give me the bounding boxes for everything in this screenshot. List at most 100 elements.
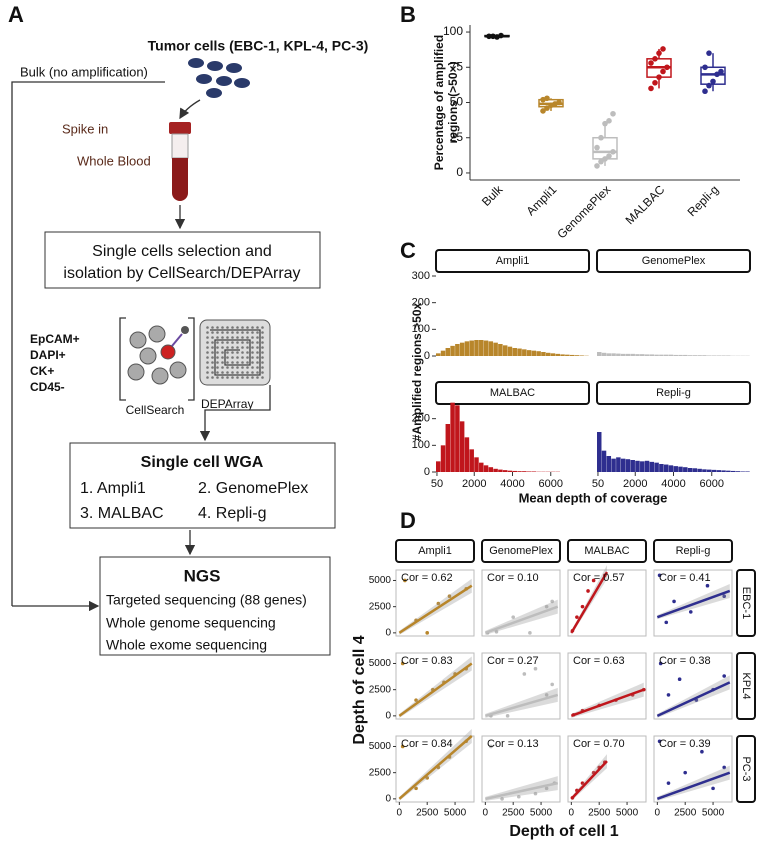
point: [544, 95, 550, 102]
bar: [683, 354, 688, 356]
bar: [649, 461, 655, 472]
bar: [455, 344, 460, 356]
bar: [716, 355, 722, 356]
strip-label: GenomePlex: [642, 255, 706, 267]
bar: [697, 355, 702, 356]
annotation: Cor = 0.13: [487, 738, 539, 750]
point: [664, 64, 670, 71]
bar: [711, 355, 717, 356]
bar: [659, 464, 664, 472]
point: [511, 615, 515, 619]
point: [706, 50, 712, 56]
bar: [630, 353, 635, 356]
bar: [474, 457, 479, 472]
point: [425, 631, 430, 635]
bar: [483, 465, 489, 472]
cellsearch-label: CellSearch: [126, 403, 185, 417]
x-tick-label: 5000: [530, 808, 553, 819]
selection-box: [44, 231, 321, 289]
deparray-label: DEPArray: [201, 397, 253, 411]
y-tick-label: 0: [385, 627, 391, 638]
facet-panel: [653, 735, 733, 803]
point: [550, 682, 554, 687]
bar: [721, 470, 726, 472]
fit-line: [656, 771, 731, 801]
point: [700, 749, 704, 754]
y-tick-label: 100: [412, 439, 430, 451]
strip-label: GenomePlex: [489, 545, 553, 557]
point: [400, 661, 405, 666]
tumor-cells: [188, 58, 250, 98]
point: [580, 781, 585, 785]
bar: [673, 354, 678, 356]
annotation: Cor = 0.62: [401, 572, 453, 584]
bar: [673, 466, 678, 472]
cellsearch-icon: [119, 317, 195, 401]
y-tick-label: 100: [443, 24, 463, 38]
point: [489, 744, 493, 749]
y-axis-label: #Amplified regions >50x: [410, 302, 424, 441]
y-tick-label: 0: [385, 793, 391, 804]
point: [575, 615, 579, 619]
point: [516, 794, 521, 799]
y-tick-label: 0: [424, 466, 430, 478]
bar: [522, 471, 527, 472]
point: [594, 144, 600, 151]
y-axis-label: Depth of cell 4: [351, 635, 368, 744]
wga-item: 3. MALBAC: [80, 505, 164, 522]
bar: [579, 355, 584, 356]
x-tick-label: Ampli1: [524, 182, 560, 218]
wga-box: [69, 442, 336, 529]
strip: [736, 735, 756, 803]
point: [688, 610, 693, 614]
fit-line: [398, 735, 473, 800]
bar: [678, 466, 683, 472]
x-tick-label: 0: [397, 808, 403, 819]
y-tick-label: 200: [412, 297, 430, 309]
bar: [574, 355, 580, 356]
fit-line: [656, 589, 731, 619]
x-tick-label: 2500: [502, 808, 525, 819]
strip-label: MALBAC: [584, 545, 629, 557]
bar: [692, 468, 698, 472]
wga-item: 1. Ampli1: [80, 480, 146, 497]
x-tick-label: 2500: [416, 808, 439, 819]
bar: [445, 424, 451, 472]
annotation: Cor = 0.10: [487, 572, 539, 584]
bar: [716, 470, 722, 472]
point: [500, 797, 504, 801]
strip: [736, 569, 756, 637]
annotation: Cor = 0.38: [659, 655, 711, 667]
bar: [440, 445, 446, 472]
fit-line: [484, 605, 559, 635]
strip-label: Ampli1: [496, 255, 530, 267]
y-tick-label: 5000: [369, 658, 392, 669]
x-tick-label: 0: [569, 808, 575, 819]
x-tick-label: Bulk: [479, 182, 506, 209]
bar: [502, 470, 508, 472]
selection-text: Single cells selection and: [92, 243, 272, 260]
point: [677, 677, 682, 681]
point: [610, 110, 616, 117]
bar: [601, 450, 607, 472]
bar: [526, 471, 532, 472]
panel-label: C: [400, 238, 416, 263]
panel-label: B: [400, 2, 416, 27]
bar: [687, 355, 693, 356]
point: [606, 153, 612, 159]
x-tick-label: 2000: [462, 478, 486, 490]
bar: [459, 342, 465, 356]
y-tick-label: 5000: [369, 741, 392, 752]
strip: [435, 249, 590, 273]
x-tick-label: 4000: [500, 478, 524, 490]
point: [657, 739, 662, 744]
point: [598, 134, 604, 141]
bar: [606, 456, 612, 472]
strip-label: Repli-g: [676, 545, 711, 557]
point: [666, 781, 671, 785]
y-tick-label: 2500: [369, 601, 392, 612]
bar: [522, 349, 527, 356]
x-axis-label: Depth of cell 1: [509, 823, 618, 840]
annotation: Cor = 0.83: [401, 655, 453, 667]
y-axis-label: Percentage of amplified: [432, 35, 446, 170]
